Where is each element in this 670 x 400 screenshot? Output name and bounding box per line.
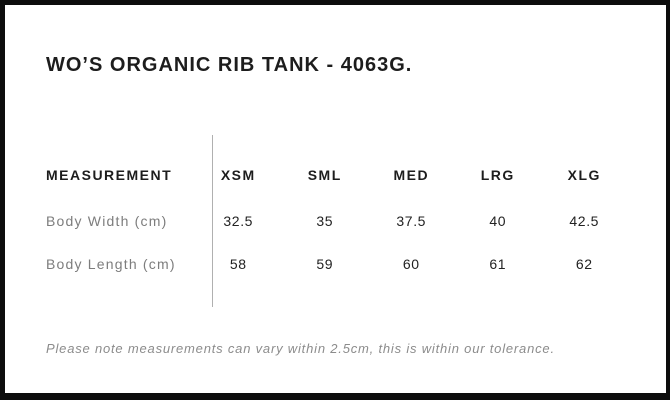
table-row-body-width: Body Width (cm) 32.5 35 37.5 40 42.5 bbox=[5, 212, 665, 230]
body-width-xlg-value: 42.5 bbox=[569, 213, 600, 229]
body-width-med-value: 37.5 bbox=[396, 213, 427, 229]
row-label-body-width: Body Width (cm) bbox=[46, 213, 168, 229]
table-header-row: MEASUREMENT XSM SML MED LRG XLG bbox=[5, 166, 665, 184]
column-header-lrg: LRG bbox=[480, 167, 515, 183]
column-header-xsm: XSM bbox=[220, 167, 256, 183]
column-header-med: MED bbox=[393, 167, 430, 183]
page-title: WO’S ORGANIC RIB TANK - 4063G. bbox=[46, 54, 413, 76]
table-vertical-divider bbox=[212, 135, 213, 307]
body-length-med-value: 60 bbox=[402, 256, 420, 272]
body-length-xlg-value: 62 bbox=[575, 256, 593, 272]
table-row-body-length: Body Length (cm) 58 59 60 61 62 bbox=[5, 255, 665, 273]
tolerance-note: Please note measurements can vary within… bbox=[46, 341, 555, 356]
row-label-body-length: Body Length (cm) bbox=[46, 256, 176, 272]
column-header-measurement: MEASUREMENT bbox=[46, 167, 173, 183]
body-width-lrg-value: 40 bbox=[489, 213, 507, 229]
body-width-sml-value: 35 bbox=[316, 213, 334, 229]
body-length-sml-value: 59 bbox=[316, 256, 334, 272]
body-width-xsm-value: 32.5 bbox=[223, 213, 254, 229]
column-header-sml: SML bbox=[307, 167, 342, 183]
column-header-xlg: XLG bbox=[567, 167, 601, 183]
body-length-xsm-value: 58 bbox=[229, 256, 247, 272]
body-length-lrg-value: 61 bbox=[489, 256, 507, 272]
